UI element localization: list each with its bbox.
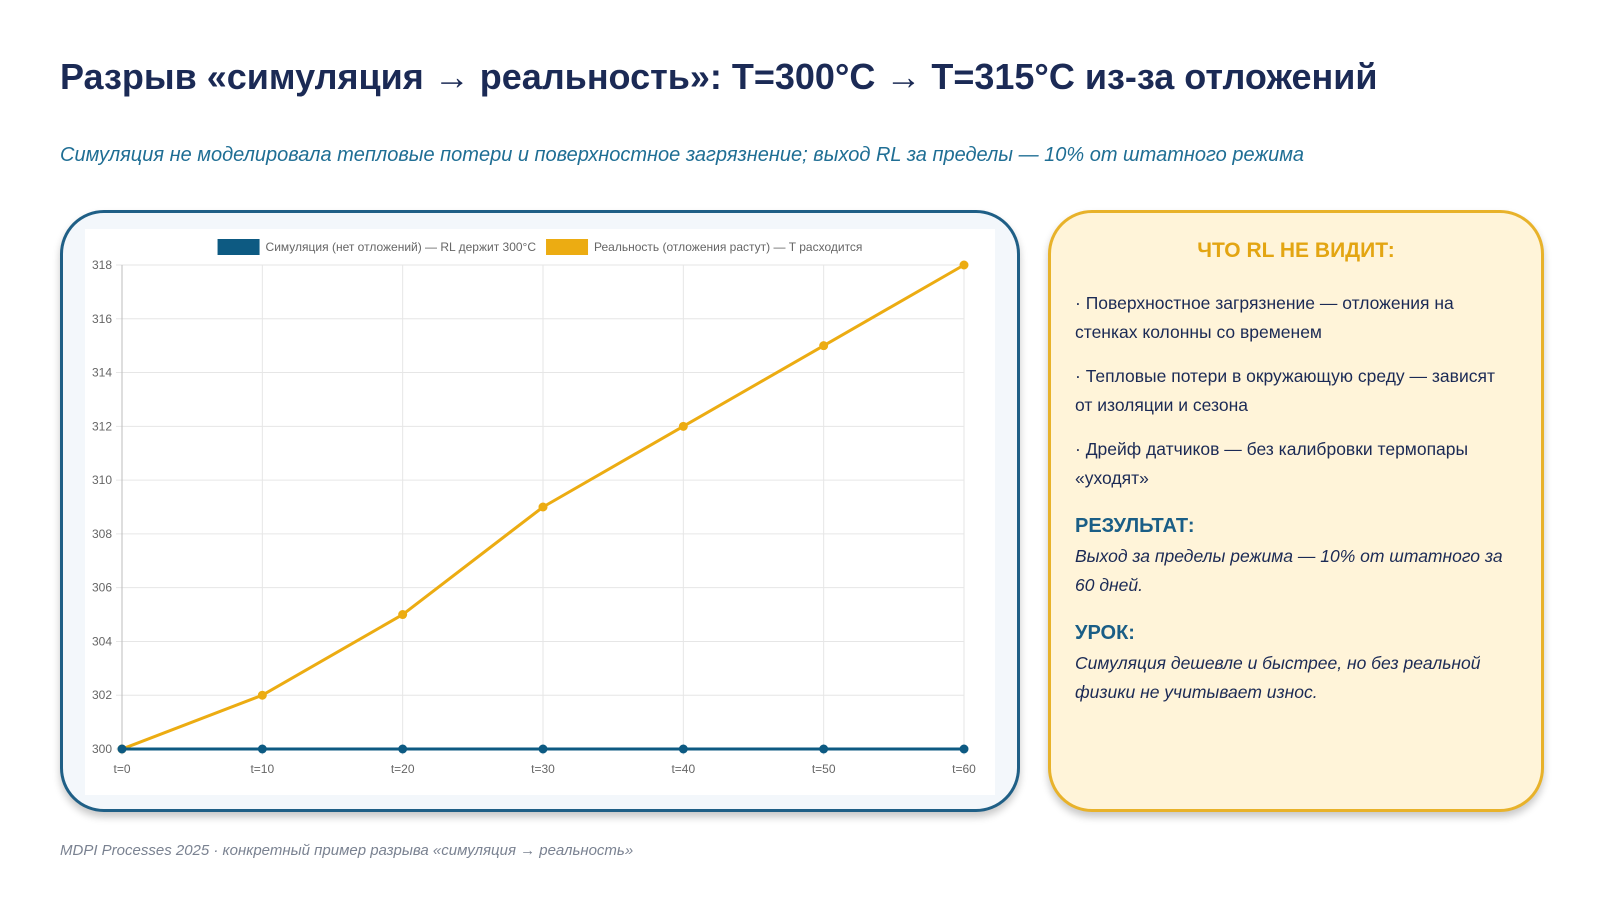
source-footer: MDPI Processes 2025 · конкретный пример … bbox=[60, 842, 634, 859]
legend-swatch-1 bbox=[546, 239, 589, 255]
y-tick-label: 304 bbox=[92, 634, 112, 648]
data-point-series-1 bbox=[819, 341, 829, 351]
page-title: Разрыв «симуляция → реальность»: T=300°C… bbox=[60, 56, 1378, 97]
y-tick-label: 312 bbox=[92, 419, 112, 433]
y-tick-label: 300 bbox=[92, 742, 112, 756]
x-tick-label: t=10 bbox=[250, 762, 274, 776]
data-point-series-1 bbox=[678, 421, 688, 431]
legend-label-0: Симуляция (нет отложений) — RL держит 30… bbox=[266, 240, 537, 254]
y-tick-label: 316 bbox=[92, 312, 112, 326]
y-tick-label: 310 bbox=[92, 473, 112, 487]
data-point-series-0 bbox=[538, 744, 548, 754]
page-subtitle: Симуляция не моделировала тепловые потер… bbox=[60, 144, 1305, 166]
chart-card: 300 302 304 306 308 310 312 314 316 318 t=0 t=10 t=2… bbox=[60, 210, 1020, 812]
info-bullet-sensor-drift: · Дрейф датчиков — без калибровки термоп… bbox=[1075, 439, 1469, 488]
info-bullet-heat-loss: · Тепловые потери в окружающую среду — з… bbox=[1075, 366, 1495, 415]
data-point-series-0 bbox=[398, 744, 408, 754]
data-point-series-1 bbox=[257, 690, 267, 700]
info-heading: ЧТО RL НЕ ВИДИТ: bbox=[1197, 239, 1395, 262]
x-tick-label: t=60 bbox=[952, 762, 976, 776]
data-point-series-0 bbox=[678, 744, 688, 754]
data-point-series-0 bbox=[117, 744, 127, 754]
y-tick-label: 318 bbox=[92, 258, 112, 272]
line-chart: 300 302 304 306 308 310 312 314 316 318 t=0 t=10 t=2… bbox=[92, 239, 976, 776]
data-point-series-0 bbox=[959, 744, 969, 754]
info-bullet-deposits: · Поверхностное загрязнение — отложения … bbox=[1075, 293, 1454, 342]
lesson-title: УРОК: bbox=[1075, 622, 1135, 644]
data-point-series-0 bbox=[257, 744, 267, 754]
x-tick-label: t=0 bbox=[113, 762, 130, 776]
x-tick-label: t=20 bbox=[391, 762, 415, 776]
legend-label-1: Реальность (отложения растут) — T расход… bbox=[594, 240, 862, 254]
data-point-series-1 bbox=[538, 502, 548, 512]
lesson-text: Симуляция дешевле и быстрее, но без реал… bbox=[1075, 653, 1481, 702]
y-tick-label: 306 bbox=[92, 581, 112, 595]
data-point-series-1 bbox=[959, 260, 969, 270]
y-tick-label: 302 bbox=[92, 688, 112, 702]
result-text: Выход за пределы режима — 10% от штатног… bbox=[1075, 546, 1503, 595]
x-tick-label: t=40 bbox=[671, 762, 695, 776]
legend-swatch-0 bbox=[217, 239, 260, 255]
chart-area: 300 302 304 306 308 310 312 314 316 318 t=0 t=10 t=2… bbox=[85, 229, 995, 795]
data-point-series-1 bbox=[398, 610, 408, 620]
x-tick-label: t=30 bbox=[531, 762, 555, 776]
result-title: РЕЗУЛЬТАТ: bbox=[1075, 515, 1195, 537]
data-point-series-0 bbox=[819, 744, 829, 754]
info-card: ЧТО RL НЕ ВИДИТ: · Поверхностное загрязн… bbox=[1048, 210, 1544, 812]
x-tick-label: t=50 bbox=[812, 762, 836, 776]
y-tick-label: 308 bbox=[92, 527, 112, 541]
y-tick-label: 314 bbox=[92, 366, 112, 380]
